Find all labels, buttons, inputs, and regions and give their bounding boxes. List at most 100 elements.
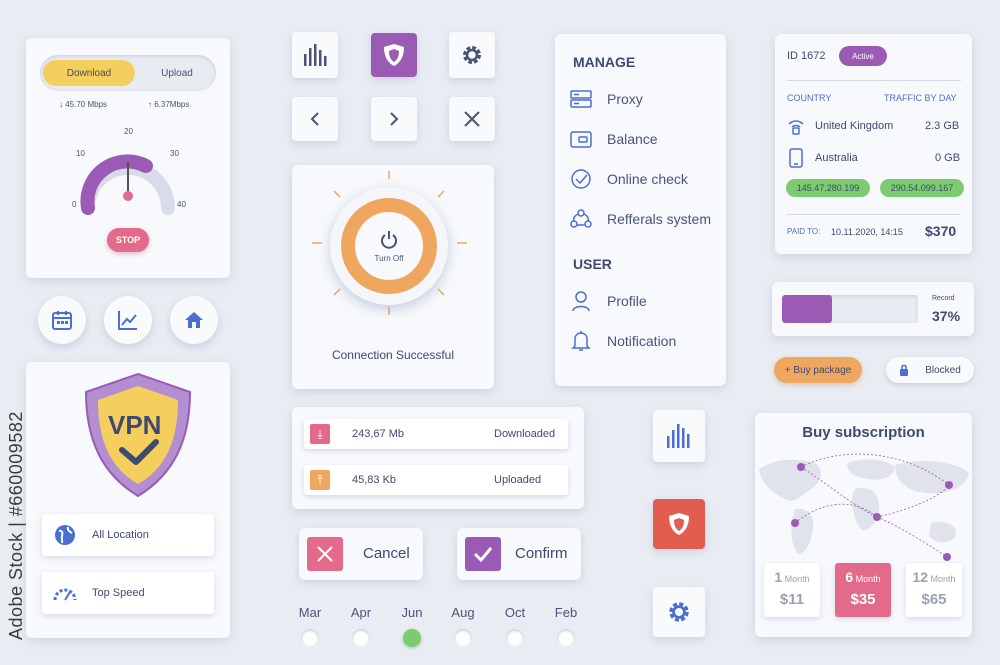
month-radio-jun[interactable]: [403, 629, 421, 647]
home-icon: [185, 312, 203, 328]
shield-square-button[interactable]: [371, 33, 417, 77]
paid-amount: $370: [925, 223, 957, 239]
option-top-speed-label: Top Speed: [92, 587, 145, 599]
server-icon: [569, 87, 593, 111]
month-radio-aug[interactable]: [454, 629, 472, 647]
shield-square-button-2[interactable]: [653, 499, 705, 549]
downloaded-row: ⤓ 243,67 Mb Downloaded: [304, 419, 568, 449]
chevron-left-icon: [310, 112, 319, 126]
menu-item-referrals-label: Refferals system: [607, 211, 711, 227]
plan-1-count: 1: [774, 569, 783, 585]
plan-1-month[interactable]: 1 Month $11: [764, 563, 820, 617]
plan-6-month[interactable]: 6 Month $35: [835, 563, 891, 617]
menu-item-notification[interactable]: Notification: [569, 329, 676, 353]
network-icon: [569, 207, 593, 231]
account-id: ID 1672: [787, 50, 826, 62]
wallet-icon: [569, 127, 593, 151]
wifi-icon: [788, 120, 804, 135]
record-label: Record: [932, 295, 955, 302]
option-all-location[interactable]: All Location: [42, 514, 214, 556]
plan-12-month[interactable]: 12 Month $65: [906, 563, 962, 617]
bar-chart-icon: [667, 424, 690, 448]
home-button[interactable]: [170, 296, 218, 344]
month-radio-oct[interactable]: [506, 629, 524, 647]
speed-gauge: [80, 154, 175, 215]
close-icon: [464, 111, 480, 127]
menu-item-balance-label: Balance: [607, 131, 658, 147]
record-progress-fill: [782, 295, 833, 323]
tab-upload[interactable]: Upload: [161, 67, 193, 79]
column-traffic: TRAFFIC BY DAY: [884, 93, 957, 103]
globe-icon: [55, 525, 75, 545]
close-button[interactable]: [449, 97, 495, 141]
record-percent: 37%: [932, 308, 961, 324]
buy-package-button[interactable]: + Buy package: [774, 357, 862, 383]
side-menu: MANAGE Proxy Balance Online check Reffer…: [555, 34, 726, 386]
cancel-icon: [307, 537, 343, 571]
downloaded-value: 243,67 Mb: [352, 428, 404, 440]
menu-item-referrals[interactable]: Refferals system: [569, 207, 711, 231]
vpn-card: VPN All Location Top Speed: [26, 362, 230, 638]
ip-badge-2: 290.54.099.167: [880, 179, 964, 197]
speed-tabs: Download Upload: [40, 55, 216, 91]
speed-card: Download Upload ↓ 45.70 Mbps ↑ 6.37Mbps …: [26, 38, 230, 278]
plan-1-unit: Month: [784, 574, 810, 584]
stats-square-button-2[interactable]: [653, 410, 705, 462]
settings-square-button-2[interactable]: [653, 587, 705, 637]
next-button[interactable]: [371, 97, 417, 141]
chevron-right-icon: [390, 112, 399, 126]
menu-item-proxy-label: Proxy: [607, 91, 643, 107]
option-all-location-label: All Location: [92, 529, 149, 541]
gauge-tick-0: 0: [72, 200, 77, 209]
user-icon: [569, 289, 593, 313]
speedometer-icon: [53, 588, 77, 601]
record-progress-card: Record 37%: [772, 282, 974, 336]
power-icon: [381, 230, 397, 249]
menu-item-online-check[interactable]: Online check: [569, 167, 688, 191]
power-rays: [312, 171, 467, 315]
tab-download[interactable]: Download: [43, 60, 135, 86]
confirm-button[interactable]: Confirm: [457, 528, 581, 580]
watermark-text: Adobe Stock | #660009582: [6, 411, 26, 640]
settings-square-button[interactable]: [449, 32, 495, 78]
menu-item-online-check-label: Online check: [607, 171, 688, 187]
traffic-2: 0 GB: [935, 152, 961, 164]
prev-button[interactable]: [292, 97, 338, 141]
cancel-button[interactable]: Cancel: [299, 528, 423, 580]
gauge-tick-30: 30: [170, 149, 179, 158]
blocked-label: Blocked: [925, 364, 961, 376]
month-label-oct: Oct: [504, 605, 526, 620]
stats-square-button[interactable]: [292, 32, 338, 78]
option-top-speed[interactable]: Top Speed: [42, 572, 214, 614]
stop-button[interactable]: STOP: [107, 228, 149, 252]
uploaded-row: ⤒ 45,83 Kb Uploaded: [304, 465, 568, 495]
country-1: United Kingdom: [815, 120, 894, 132]
uploaded-label: Uploaded: [494, 474, 542, 486]
menu-item-proxy[interactable]: Proxy: [569, 87, 643, 111]
vpn-shield-icon: [84, 372, 192, 498]
cancel-label: Cancel: [363, 545, 410, 562]
gauge-tick-20: 20: [124, 127, 133, 136]
menu-item-profile[interactable]: Profile: [569, 289, 647, 313]
month-radio-mar[interactable]: [301, 629, 319, 647]
plan-1-price: $11: [779, 591, 805, 608]
month-radio-feb[interactable]: [557, 629, 575, 647]
month-radio-apr[interactable]: [352, 629, 370, 647]
gauge-tick-40: 40: [177, 200, 186, 209]
calendar-button[interactable]: [38, 296, 86, 344]
downloaded-label: Downloaded: [494, 428, 556, 440]
stats-button[interactable]: [104, 296, 152, 344]
lock-icon: [900, 364, 909, 376]
paid-date: 10.11.2020, 14:15: [831, 227, 903, 237]
bar-chart-icon: [304, 44, 327, 66]
blocked-button[interactable]: Blocked: [886, 357, 974, 383]
menu-item-notification-label: Notification: [607, 333, 677, 349]
menu-item-balance[interactable]: Balance: [569, 127, 658, 151]
vpn-shield-text: VPN: [108, 410, 162, 440]
month-label-mar: Mar: [298, 605, 322, 620]
gear-icon: [463, 46, 481, 64]
month-label-apr: Apr: [350, 605, 372, 620]
download-file-icon: ⤓: [310, 424, 330, 444]
power-button[interactable]: Turn Off: [341, 198, 437, 294]
ip-badge-1: 145.47.280.199: [786, 179, 870, 197]
